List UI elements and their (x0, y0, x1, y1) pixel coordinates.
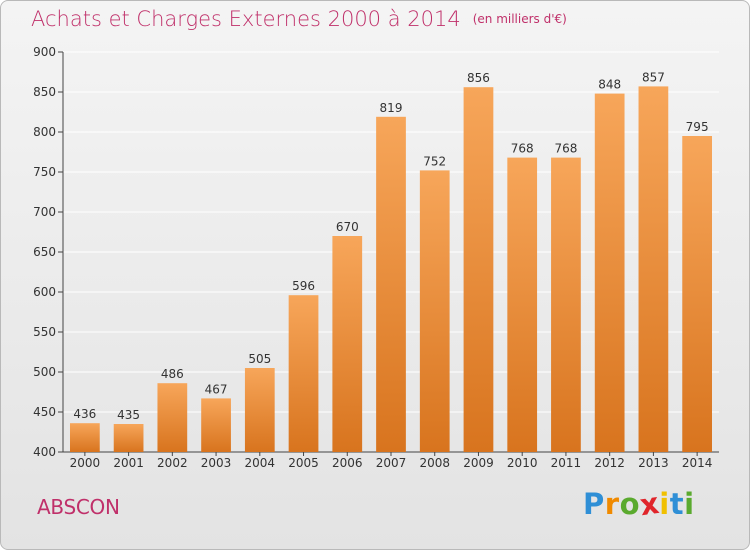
bar (201, 398, 231, 452)
x-tick-label: 2008 (419, 456, 450, 470)
y-tick-label: 900 (33, 45, 56, 59)
y-tick-label: 500 (33, 365, 56, 379)
bar (332, 236, 363, 452)
x-tick-label: 2010 (507, 456, 538, 470)
logo-letter: r (604, 487, 620, 521)
x-tick-label: 2014 (682, 456, 713, 470)
bar-value-label: 596 (292, 279, 315, 293)
bar (507, 157, 538, 452)
bar (463, 87, 494, 452)
bar-value-label: 752 (423, 154, 446, 168)
bar (551, 157, 581, 452)
x-tick-label: 2000 (70, 456, 101, 470)
bar-value-label: 795 (686, 120, 709, 134)
bar-value-label: 856 (467, 71, 490, 85)
bar-value-label: 768 (511, 142, 534, 156)
y-tick-label: 700 (33, 205, 56, 219)
proxiti-logo: Proxiti (583, 485, 695, 523)
chart-title-text: Achats et Charges Externes 2000 à 2014 (31, 7, 461, 31)
chart-title: Achats et Charges Externes 2000 à 2014 (e… (31, 7, 567, 31)
logo-letter: o (619, 487, 641, 521)
logo-letter: i (684, 487, 695, 521)
bar (288, 295, 319, 452)
bar-value-label: 505 (248, 352, 271, 366)
bar (682, 136, 713, 452)
bar-value-label: 670 (336, 220, 359, 234)
x-tick-label: 2012 (594, 456, 625, 470)
y-tick-label: 800 (33, 125, 56, 139)
commune-name: ABSCON (37, 495, 120, 519)
x-tick-label: 2006 (332, 456, 363, 470)
x-tick-label: 2009 (463, 456, 494, 470)
logo-letter: P (583, 487, 605, 521)
x-tick-label: 2007 (376, 456, 407, 470)
bar (376, 116, 406, 453)
x-tick-label: 2011 (551, 456, 582, 470)
bar (157, 383, 188, 452)
y-tick-label: 600 (33, 285, 56, 299)
x-tick-label: 2002 (157, 456, 188, 470)
bar-value-label: 768 (554, 142, 577, 156)
x-tick-label: 2004 (245, 456, 276, 470)
bar (594, 93, 625, 452)
bar (638, 86, 669, 453)
bar-value-label: 848 (598, 78, 621, 92)
y-tick-label: 450 (33, 405, 56, 419)
x-tick-label: 2013 (638, 456, 669, 470)
bar (113, 424, 144, 452)
logo-letter: t (669, 487, 685, 521)
y-tick-label: 750 (33, 165, 56, 179)
logo-letter: i (659, 487, 670, 521)
x-tick-label: 2005 (288, 456, 319, 470)
y-tick-label: 650 (33, 245, 56, 259)
x-tick-label: 2003 (201, 456, 232, 470)
bar (69, 423, 100, 452)
bar-value-label: 435 (117, 408, 140, 422)
logo-letter: x (637, 485, 662, 523)
bar-value-label: 467 (205, 382, 228, 396)
x-tick-label: 2001 (113, 456, 144, 470)
y-tick-label: 400 (33, 445, 56, 459)
bar (419, 170, 450, 452)
bar-value-label: 819 (380, 101, 403, 115)
y-tick-label: 550 (33, 325, 56, 339)
bar-value-label: 486 (161, 367, 184, 381)
chart-unit: (en milliers d'€) (472, 12, 567, 26)
bar-value-label: 436 (73, 407, 96, 421)
bar (244, 368, 275, 452)
y-tick-label: 850 (33, 85, 56, 99)
bar-value-label: 857 (642, 70, 665, 84)
